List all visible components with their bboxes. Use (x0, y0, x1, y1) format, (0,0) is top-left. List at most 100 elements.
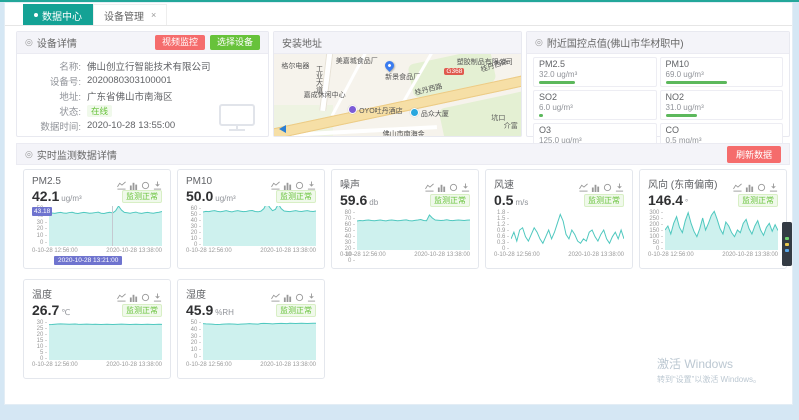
line-chart-icon[interactable] (271, 289, 280, 302)
device-details-title: 设备详情 (36, 39, 77, 50)
metric-name: O3 (539, 125, 552, 135)
y-tick-label: 200 - (649, 222, 663, 228)
chart-value-row: 45.9 %RH 监测正常 (186, 302, 316, 318)
y-tick-label: 40 - (190, 326, 201, 333)
download-icon[interactable] (769, 179, 778, 192)
download-icon[interactable] (307, 289, 316, 302)
y-tick-label: 40 - (190, 218, 201, 224)
y-tick-label: 0 - (39, 239, 47, 246)
restore-icon[interactable] (141, 177, 150, 190)
map[interactable]: 格尔电器 美嘉城食品厂 工业大道 新景食品厂 塑胶制品有限公司 桂丹西路 G368 嘉成休闲中… (274, 54, 521, 136)
video-monitor-button[interactable]: 视频监控 (154, 35, 205, 50)
chart-current-value: 0.5 m/s (494, 192, 529, 208)
line-chart-icon[interactable] (733, 179, 742, 192)
chart-area: 80 -70 -60 -50 -40 -30 -20 -10 -0 - (340, 210, 470, 264)
floating-side-widget[interactable] (782, 222, 792, 266)
y-tick-label: 50 - (190, 212, 201, 218)
chart-toolbox (579, 179, 624, 192)
bar-chart-icon[interactable] (745, 179, 754, 192)
x-axis-label-end: 2020-10-28 13:38:00 (414, 252, 470, 258)
chart-value-row: 0.5 m/s 监测正常 (494, 192, 624, 208)
refresh-data-button[interactable]: 刷新数据 (726, 145, 781, 163)
line-chart-icon[interactable] (117, 289, 126, 302)
chart-plot (357, 210, 470, 250)
line-chart-icon[interactable] (271, 177, 280, 190)
tab-device-management[interactable]: 设备管理 × (93, 4, 168, 25)
download-icon[interactable] (153, 289, 162, 302)
x-axis-labels: 0-10-28 12:56:00 2020-10-28 13:38:00 (186, 362, 316, 368)
restore-icon[interactable] (757, 179, 766, 192)
device-field-value: 广东省佛山市南海区 (87, 91, 173, 103)
card-header: PM10 (186, 176, 316, 190)
restore-icon[interactable] (603, 179, 612, 192)
device-field-value: 佛山创立行智能技术有限公司 (87, 61, 211, 73)
bar-chart-icon[interactable] (591, 179, 600, 192)
restore-icon[interactable] (295, 177, 304, 190)
chart-plot (49, 206, 162, 246)
download-icon[interactable] (153, 177, 162, 190)
metric-value: 6.0 ug/m³ (539, 103, 573, 112)
x-axis-labels: 0-10-28 12:56:00 2020-10-28 13:38:00 (32, 248, 162, 254)
chart-value-row: 50.0 ug/m³ 监测正常 (186, 188, 316, 204)
y-tick-label: 1.2 - (496, 222, 509, 228)
download-icon[interactable] (307, 177, 316, 190)
chart-card-humidity: 湿度 45.9 %RH 监测正常 50 -40 -30 -20 -10 -0 - 0-10… (177, 279, 325, 379)
select-device-button[interactable]: 选择设备 (209, 35, 260, 50)
device-field-label: 名称: (59, 61, 81, 73)
line-chart-icon[interactable] (117, 177, 126, 190)
y-tick-label: 20 - (36, 226, 47, 233)
tab-close-icon[interactable]: × (151, 10, 157, 20)
device-field-row: 名称: 佛山创立行智能技术有限公司 (25, 58, 260, 73)
tab-data-center[interactable]: 数据中心 (23, 4, 93, 25)
device-field-label: 设备号: (49, 76, 81, 88)
chart-toolbox (733, 179, 778, 192)
map-label: 工业大道 (315, 65, 323, 94)
x-axis-label-start: 0-10-28 12:56:00 (186, 362, 232, 368)
line-chart-icon[interactable] (579, 179, 588, 192)
map-label: 美嘉城食品厂 (335, 57, 378, 65)
map-label: OYO吐丹酒店 (348, 104, 403, 116)
x-axis-label-end: 2020-10-28 13:38:00 (260, 248, 316, 254)
x-axis-label-start: 0-10-28 12:56:00 (32, 362, 78, 368)
metric-progress-bar (539, 114, 544, 117)
chart-value-row: 146.4 ° 监测正常 (648, 192, 778, 208)
location-pin-icon[interactable] (383, 58, 397, 72)
restore-icon[interactable] (449, 179, 458, 192)
active-tab-dot-icon (34, 13, 38, 17)
x-axis-labels: 0-10-28 12:56:00 2020-10-28 13:38:00 (340, 252, 470, 258)
x-axis-label-end: 2020-10-28 13:38:00 (722, 252, 778, 258)
y-tick-label: 30 - (344, 240, 355, 246)
top-accent-line (0, 0, 799, 2)
download-icon[interactable] (615, 179, 624, 192)
bar-chart-icon[interactable] (129, 177, 138, 190)
metric-value: 0.5 mg/m³ (665, 136, 702, 145)
y-tick-label: 1.5 - (496, 216, 509, 222)
restore-icon[interactable] (295, 289, 304, 302)
map-label: 塑胶制品有限公司 (456, 59, 513, 67)
chart-current-value: 146.4 ° (648, 192, 689, 208)
chart-title: 风速 (494, 180, 514, 191)
download-icon[interactable] (461, 179, 470, 192)
chart-card-wind-speed: 风速 0.5 m/s 监测正常 1.8 -1.5 -1.2 -0.9 -0.6 -0.3… (485, 169, 633, 269)
chart-plot (203, 320, 316, 360)
bar-chart-icon[interactable] (129, 289, 138, 302)
device-details-header: ◎ 设备详情 视频监控 选择设备 (17, 32, 268, 54)
restore-icon[interactable] (141, 289, 150, 302)
install-address-header: 安装地址 (274, 32, 521, 54)
bar-chart-icon[interactable] (437, 179, 446, 192)
y-tick-label: 0.9 - (496, 228, 509, 234)
monitoring-status-badge: 监测正常 (276, 303, 316, 317)
tooltip-value-label: 43.18 (32, 207, 53, 217)
chart-current-value: 50.0 ug/m³ (186, 188, 236, 204)
metric-cell: NO2 31.0 ug/m³ (659, 90, 783, 120)
chart-unit: ug/m³ (215, 194, 236, 203)
bar-chart-icon[interactable] (283, 177, 292, 190)
y-axis-ticks: 30 -25 -20 -15 -10 -5 -0 - (32, 320, 49, 362)
line-chart-icon[interactable] (425, 179, 434, 192)
chart-current-value: 26.7 ℃ (32, 302, 71, 318)
bar-chart-icon[interactable] (283, 289, 292, 302)
monitoring-status-badge: 监测正常 (430, 193, 470, 207)
monitoring-status-badge: 监测正常 (122, 303, 162, 317)
x-axis-labels: 0-10-28 12:56:00 2020-10-28 13:38:00 (186, 248, 316, 254)
chart-area: 30 -25 -20 -15 -10 -5 -0 - (32, 320, 162, 362)
